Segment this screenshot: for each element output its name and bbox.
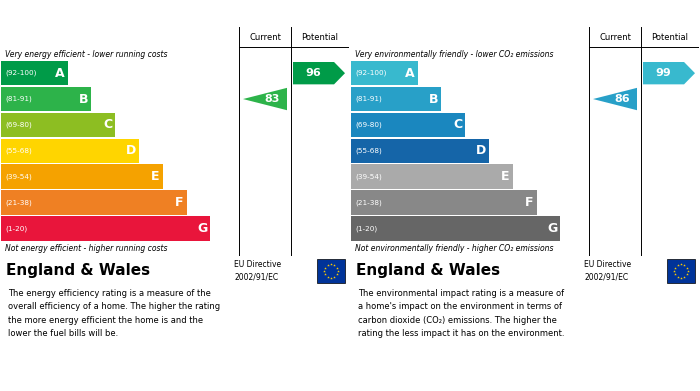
Bar bbox=[351, 165, 513, 189]
Bar bbox=[351, 113, 466, 137]
Text: F: F bbox=[525, 196, 533, 209]
Bar bbox=[1, 138, 139, 163]
Text: Not environmentally friendly - higher CO₂ emissions: Not environmentally friendly - higher CO… bbox=[355, 244, 554, 253]
Bar bbox=[1, 216, 211, 240]
Text: The environmental impact rating is a measure of
a home's impact on the environme: The environmental impact rating is a mea… bbox=[358, 289, 564, 338]
Text: (55-68): (55-68) bbox=[355, 147, 382, 154]
Polygon shape bbox=[643, 62, 695, 84]
Text: D: D bbox=[126, 144, 136, 157]
Text: England & Wales: England & Wales bbox=[6, 264, 150, 278]
Bar bbox=[1, 165, 163, 189]
Text: (81-91): (81-91) bbox=[355, 96, 382, 102]
Text: 99: 99 bbox=[656, 68, 671, 78]
Text: C: C bbox=[453, 118, 462, 131]
Text: 96: 96 bbox=[306, 68, 321, 78]
Text: (69-80): (69-80) bbox=[5, 122, 32, 128]
Text: EU Directive
2002/91/EC: EU Directive 2002/91/EC bbox=[234, 260, 281, 282]
Text: D: D bbox=[476, 144, 486, 157]
Text: Very energy efficient - lower running costs: Very energy efficient - lower running co… bbox=[5, 50, 167, 59]
Text: Potential: Potential bbox=[302, 32, 339, 41]
Text: E: E bbox=[151, 170, 160, 183]
Text: Energy Efficiency Rating: Energy Efficiency Rating bbox=[10, 7, 181, 20]
Text: G: G bbox=[547, 222, 557, 235]
Text: (39-54): (39-54) bbox=[5, 173, 32, 180]
Text: (92-100): (92-100) bbox=[5, 70, 36, 76]
Bar bbox=[1, 61, 68, 85]
Text: (92-100): (92-100) bbox=[355, 70, 386, 76]
Text: Not energy efficient - higher running costs: Not energy efficient - higher running co… bbox=[5, 244, 167, 253]
Text: (81-91): (81-91) bbox=[5, 96, 32, 102]
Bar bbox=[667, 259, 695, 283]
Bar bbox=[1, 190, 187, 215]
Text: The energy efficiency rating is a measure of the
overall efficiency of a home. T: The energy efficiency rating is a measur… bbox=[8, 289, 220, 338]
Text: Potential: Potential bbox=[652, 32, 689, 41]
Text: (69-80): (69-80) bbox=[355, 122, 382, 128]
Bar bbox=[351, 87, 442, 111]
Text: Very environmentally friendly - lower CO₂ emissions: Very environmentally friendly - lower CO… bbox=[355, 50, 554, 59]
Polygon shape bbox=[293, 62, 345, 84]
Text: B: B bbox=[79, 93, 88, 106]
Text: EU Directive
2002/91/EC: EU Directive 2002/91/EC bbox=[584, 260, 631, 282]
Text: C: C bbox=[103, 118, 112, 131]
Text: F: F bbox=[175, 196, 183, 209]
Text: England & Wales: England & Wales bbox=[356, 264, 500, 278]
Text: (1-20): (1-20) bbox=[355, 225, 377, 231]
Bar bbox=[351, 216, 561, 240]
Bar bbox=[351, 190, 537, 215]
Polygon shape bbox=[593, 88, 637, 110]
Text: A: A bbox=[55, 67, 64, 80]
Bar bbox=[1, 113, 116, 137]
Text: (1-20): (1-20) bbox=[5, 225, 27, 231]
Text: Current: Current bbox=[599, 32, 631, 41]
Text: (55-68): (55-68) bbox=[5, 147, 32, 154]
Bar bbox=[317, 259, 345, 283]
Text: G: G bbox=[197, 222, 207, 235]
Bar bbox=[351, 138, 489, 163]
Text: (21-38): (21-38) bbox=[355, 199, 382, 206]
Bar bbox=[1, 87, 92, 111]
Text: A: A bbox=[405, 67, 414, 80]
Text: (21-38): (21-38) bbox=[5, 199, 32, 206]
Text: 86: 86 bbox=[615, 94, 630, 104]
Text: E: E bbox=[501, 170, 510, 183]
Text: B: B bbox=[429, 93, 438, 106]
Text: (39-54): (39-54) bbox=[355, 173, 382, 180]
Text: 83: 83 bbox=[265, 94, 280, 104]
Bar bbox=[351, 61, 418, 85]
Text: Environmental Impact (CO₂) Rating: Environmental Impact (CO₂) Rating bbox=[360, 7, 606, 20]
Text: Current: Current bbox=[249, 32, 281, 41]
Polygon shape bbox=[243, 88, 287, 110]
